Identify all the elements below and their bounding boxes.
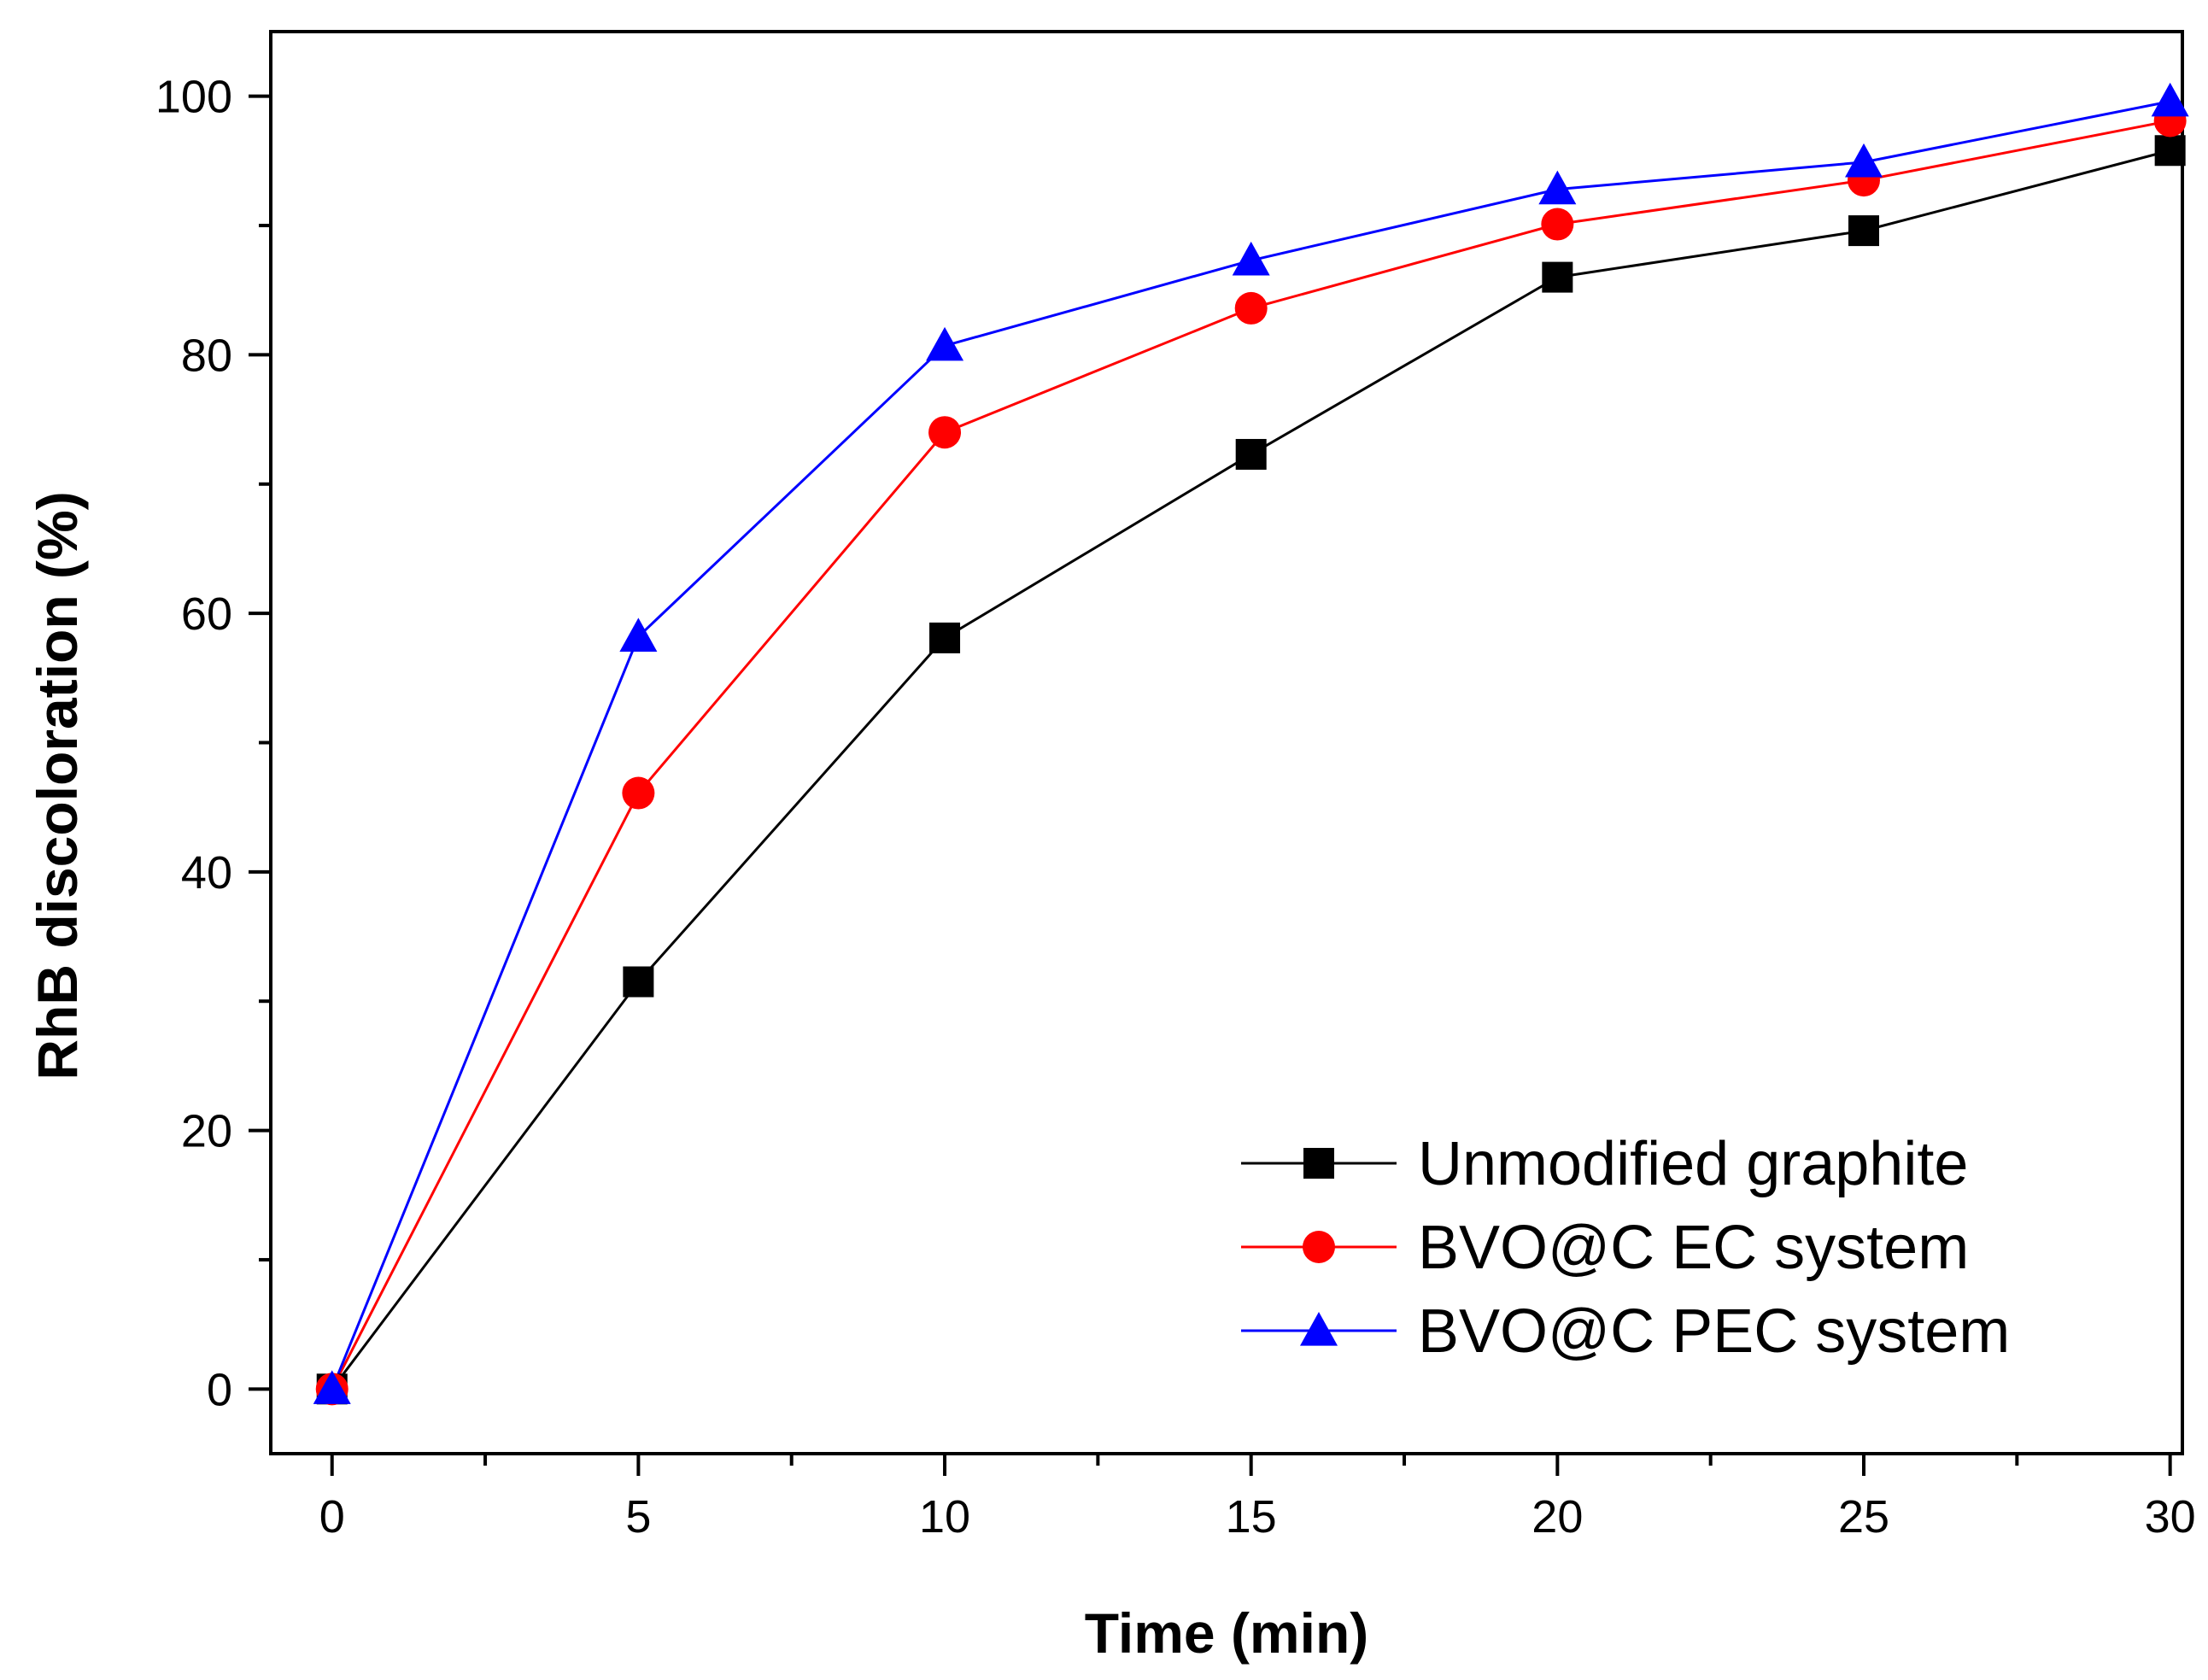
data-point-series-0: [1848, 215, 1879, 247]
data-point-series-2: [1845, 143, 1883, 178]
series-line-0: [331, 149, 2171, 1390]
x-tick-label: 0: [319, 1491, 345, 1542]
x-tick-label: 30: [2145, 1491, 2196, 1542]
data-point-series-0: [623, 966, 654, 998]
data-point-series-1: [928, 416, 962, 449]
data-point-series-2: [1232, 241, 1270, 276]
legend-marker-1: [1303, 1231, 1335, 1263]
y-axis-ticks: 0 20 40 60 80 100: [155, 72, 271, 1415]
legend: Unmodified graphite BVO@C EC system BVO@C …: [1241, 1130, 2010, 1366]
x-axis-title: Time (min): [1085, 1601, 1368, 1665]
data-point-series-2: [619, 618, 658, 652]
y-tick-label: 60: [181, 588, 232, 640]
data-point-series-2: [2151, 82, 2189, 117]
legend-marker-0: [1303, 1148, 1334, 1179]
data-point-series-0: [929, 622, 961, 653]
data-point-series-2: [313, 1370, 351, 1404]
x-axis-ticks: 0 5 10 15 20 25 30: [319, 1454, 2196, 1542]
x-tick-label: 10: [919, 1491, 970, 1542]
y-tick-label: 0: [207, 1364, 232, 1415]
y-tick-label: 80: [181, 330, 232, 381]
y-axis-title: RhB discoloration (%): [26, 491, 89, 1080]
x-tick-label: 25: [1838, 1491, 1889, 1542]
x-tick-label: 15: [1226, 1491, 1277, 1542]
legend-marker-2: [1300, 1312, 1338, 1346]
data-point-series-0: [1542, 261, 1573, 293]
data-point-series-2: [926, 326, 964, 361]
data-point-series-1: [622, 776, 655, 810]
data-point-series-1: [1541, 208, 1574, 241]
y-tick-label: 20: [181, 1106, 232, 1157]
legend-label-1: BVO@C EC system: [1418, 1214, 1969, 1282]
y-tick-label: 40: [181, 847, 232, 899]
x-tick-label: 5: [625, 1491, 651, 1542]
x-tick-label: 20: [1532, 1491, 1583, 1542]
data-point-series-0: [2154, 135, 2186, 167]
data-point-series-2: [1538, 170, 1577, 205]
legend-label-0: Unmodified graphite: [1418, 1130, 1968, 1198]
data-point-series-0: [1235, 438, 1267, 470]
data-point-series-1: [1234, 291, 1268, 325]
legend-label-2: BVO@C PEC system: [1418, 1297, 2010, 1366]
series-markers: [313, 82, 2189, 1406]
y-tick-label: 100: [155, 72, 232, 123]
